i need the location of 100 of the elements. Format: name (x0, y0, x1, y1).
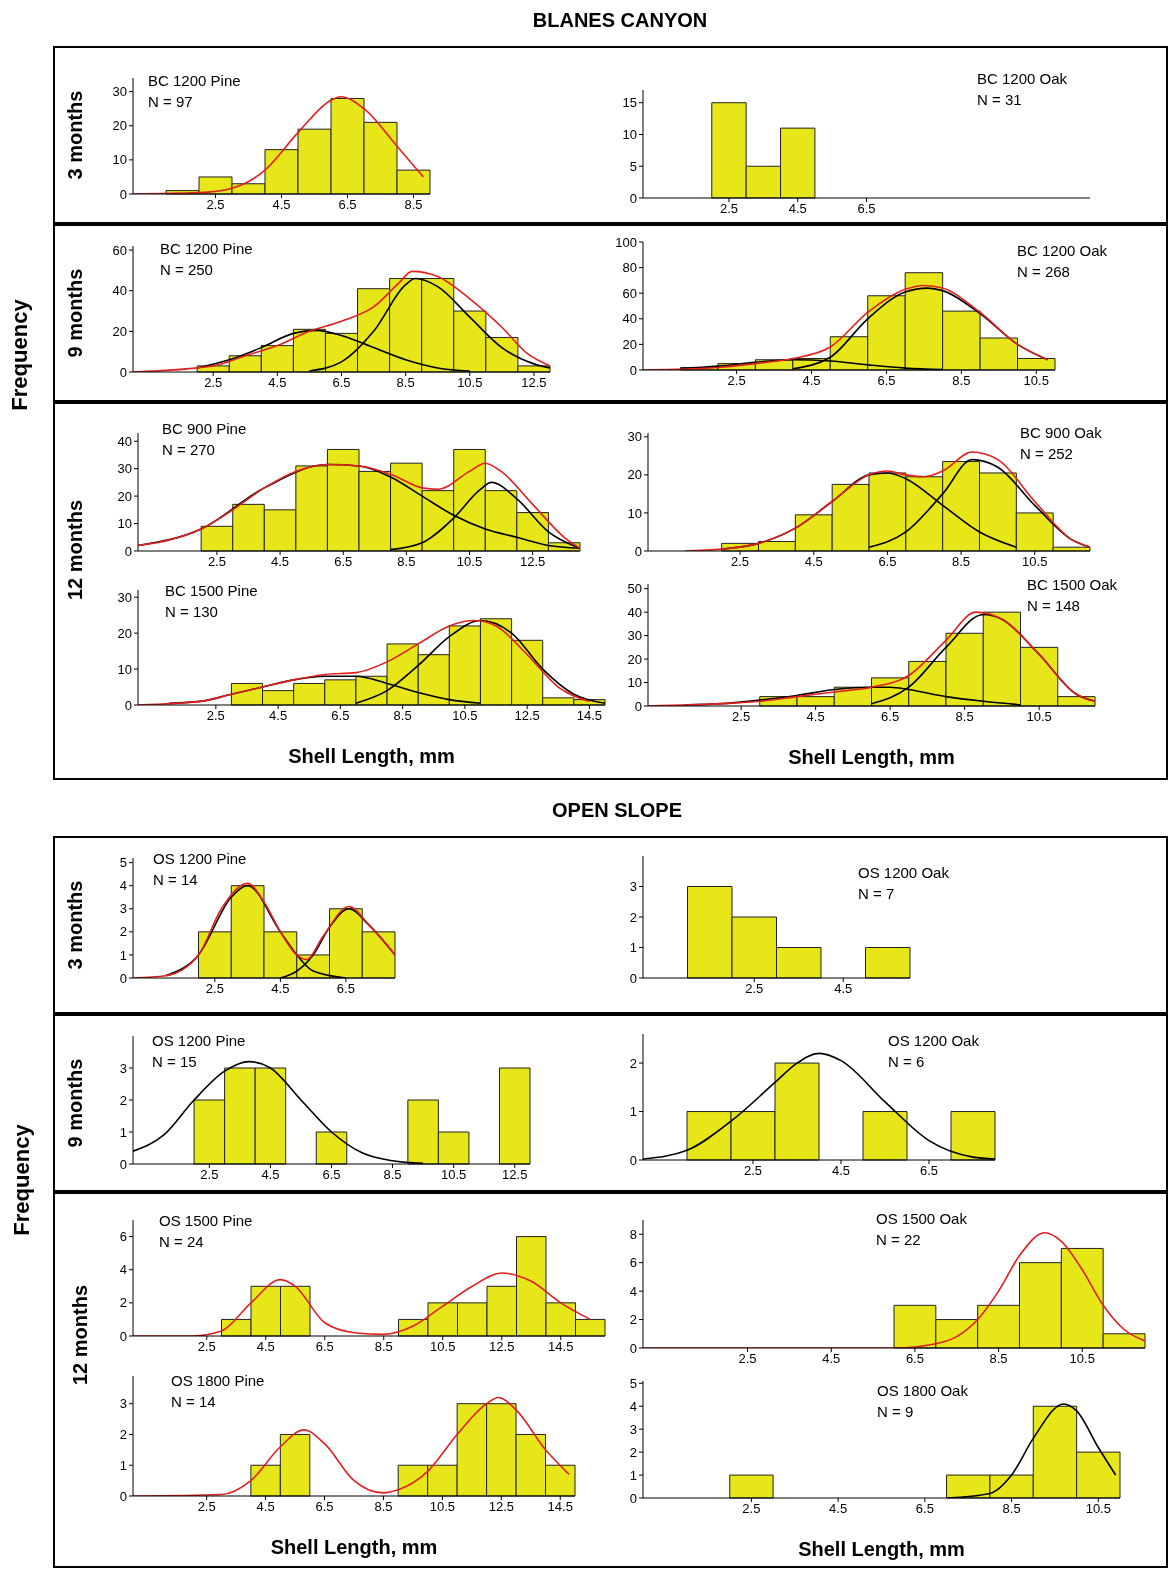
annotation: N = 6 (888, 1052, 926, 1072)
y-tick-label: 3 (119, 1396, 127, 1412)
x-tick-label: 8.5 (404, 197, 423, 213)
y-tick-label: 0 (629, 1152, 637, 1168)
x-tick-label: 2.5 (206, 708, 225, 724)
x-tick-label: 4.5 (829, 1501, 848, 1517)
x-tick-label: 2.5 (745, 981, 764, 997)
chart-title: OS 1200 Pine (153, 849, 247, 869)
y-tick-label: 0 (119, 186, 127, 202)
annotation: N = 31 (977, 90, 1023, 110)
x-tick-label: 6.5 (877, 373, 896, 389)
x-tick-label: 10.5 (1026, 709, 1052, 725)
y-tick-label: 1 (119, 947, 127, 963)
chart-title: BC 1200 Pine (148, 71, 241, 91)
annotation: N = 24 (159, 1232, 205, 1252)
x-tick-label: 12.5 (519, 554, 546, 570)
annotation: N = 268 (1017, 262, 1071, 282)
y-tick-label: 6 (629, 1255, 637, 1271)
x-tick-label: 8.5 (374, 1499, 393, 1515)
y-tick-label: 10 (117, 516, 132, 532)
x-tick-label: 4.5 (831, 1163, 851, 1179)
annotation: N = 15 (152, 1052, 198, 1072)
y-tick-label: 5 (119, 855, 127, 871)
x-tick-label: 10.5 (1022, 554, 1048, 570)
x-tick-label: 6.5 (334, 554, 353, 570)
x-tick-label: 10.5 (1023, 373, 1049, 389)
y-tick-label: 3 (629, 879, 637, 895)
y-tick-label: 3 (119, 901, 127, 917)
y-tick-label: 10 (117, 661, 132, 677)
x-tick-label: 2.5 (206, 197, 225, 213)
y-tick-label: 2 (629, 909, 637, 925)
x-tick-label: 4.5 (802, 373, 821, 389)
x-tick-label: 6.5 (336, 981, 355, 997)
x-tick-label: 8.5 (393, 708, 412, 724)
text: OS 1200 Oak (858, 863, 949, 883)
x-tick-label: 2.5 (200, 1167, 219, 1183)
y-tick-label: 10 (627, 505, 642, 521)
x-tick-label: 4.5 (268, 375, 287, 391)
chart-title: BC 1200 Pine (160, 239, 253, 259)
y-tick-label: 1 (629, 1104, 637, 1120)
x-tick-label: 6.5 (315, 1339, 334, 1355)
text: BLANES CANYON (532, 8, 708, 32)
y-tick-label: 3 (119, 1060, 127, 1076)
y-tick-label: 0 (629, 190, 637, 206)
x-tick-label: 8.5 (397, 554, 416, 570)
x-tick-label: 2.5 (197, 1499, 216, 1515)
y-axis-title: 3 months (63, 90, 87, 180)
y-tick-label: 20 (117, 488, 132, 504)
chart-title: BC 1200 Oak (977, 69, 1068, 89)
x-tick-label: 2.5 (197, 1339, 216, 1355)
x-tick-label: 2.5 (731, 554, 750, 570)
x-tick-label: 10.5 (1085, 1501, 1111, 1517)
x-tick-label: 12.5 (502, 1167, 528, 1183)
y-tick-label: 2 (119, 1092, 127, 1108)
y-tick-label: 0 (634, 698, 642, 714)
x-tick-label: 8.5 (383, 1167, 402, 1183)
y-tick-label: 6 (119, 1229, 127, 1245)
x-tick-label: 4.5 (271, 554, 290, 570)
x-tick-label: 6.5 (322, 1167, 341, 1183)
y-tick-label: 0 (629, 1490, 637, 1506)
y-tick-label: 2 (629, 1312, 637, 1328)
x-tick-label: 10.5 (1069, 1351, 1095, 1367)
y-tick-label: 40 (117, 433, 132, 449)
x-tick-label: 8.5 (374, 1339, 393, 1355)
x-tick-label: 10.5 (457, 375, 483, 391)
y-axis-title: 3 months (63, 880, 87, 970)
y-tick-label: 30 (112, 84, 127, 100)
x-tick-label: 4.5 (271, 981, 290, 997)
y-tick-label: 4 (629, 1398, 637, 1414)
y-tick-label: 30 (117, 461, 132, 477)
x-axis-title: Shell Length, mm (788, 746, 955, 768)
x-tick-label: 8.5 (396, 375, 415, 391)
y-tick-label: 0 (124, 543, 132, 559)
y-tick-label: 80 (622, 260, 637, 276)
chart-title: BC 900 Oak (1020, 423, 1102, 443)
y-tick-label: 20 (112, 323, 127, 339)
y-tick-label: 10 (112, 152, 127, 168)
chart-title: BC 1200 Oak (1017, 241, 1108, 261)
y-tick-label: 60 (112, 242, 127, 258)
y-axis-title: 12 months (63, 499, 87, 601)
x-axis-title: Shell Length, mm (270, 1536, 438, 1558)
x-tick-label: 8.5 (989, 1351, 1008, 1367)
y-tick-label: 40 (112, 283, 127, 299)
y-tick-label: 2 (629, 1055, 637, 1071)
x-tick-label: 10.5 (429, 1499, 456, 1515)
chart-title: BC 1500 Oak (1027, 575, 1118, 595)
chart-title: OS 1500 Oak (876, 1209, 967, 1229)
x-tick-label: 6.5 (338, 197, 357, 213)
x-tick-label: 10.5 (441, 1167, 467, 1183)
y-tick-label: 0 (119, 1156, 127, 1172)
y-tick-label: 50 (627, 581, 642, 597)
x-tick-label: 6.5 (881, 709, 900, 725)
x-tick-label: 8.5 (952, 373, 971, 389)
y-tick-label: 30 (627, 429, 642, 445)
y-tick-label: 20 (112, 118, 127, 134)
x-tick-label: 2.5 (742, 1501, 761, 1517)
x-axis-title: Shell Length, mm (798, 1538, 965, 1560)
y-tick-label: 3 (629, 1421, 637, 1437)
x-axis-title: Shell Length, mm (288, 745, 455, 767)
x-tick-label: 6.5 (905, 1351, 924, 1367)
